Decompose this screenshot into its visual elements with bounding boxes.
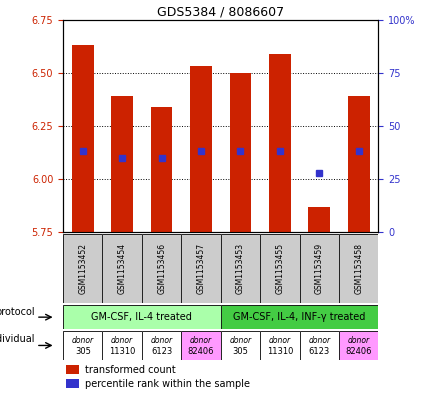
Text: donor: donor [190, 336, 212, 345]
Text: donor: donor [229, 336, 251, 345]
Text: donor: donor [308, 336, 329, 345]
Text: 82406: 82406 [345, 347, 371, 356]
Text: 305: 305 [232, 347, 248, 356]
Text: GSM1153452: GSM1153452 [78, 243, 87, 294]
Text: 11310: 11310 [109, 347, 135, 356]
Text: protocol: protocol [0, 307, 35, 317]
Text: donor: donor [72, 336, 94, 345]
Text: 82406: 82406 [187, 347, 214, 356]
Bar [347, 96, 369, 232]
Bar [151, 107, 172, 232]
Text: GSM1153453: GSM1153453 [235, 243, 244, 294]
Text: GSM1153457: GSM1153457 [196, 243, 205, 294]
Bar [66, 379, 79, 388]
Text: donor: donor [268, 336, 290, 345]
Text: percentile rank within the sample: percentile rank within the sample [85, 379, 250, 389]
Text: GSM1153456: GSM1153456 [157, 243, 166, 294]
Text: GSM1153455: GSM1153455 [275, 243, 284, 294]
Title: GDS5384 / 8086607: GDS5384 / 8086607 [157, 6, 284, 18]
Bar [269, 54, 290, 232]
Text: 11310: 11310 [266, 347, 293, 356]
Text: donor: donor [347, 336, 369, 345]
Text: donor: donor [111, 336, 133, 345]
Bar [308, 207, 329, 232]
Bar [66, 365, 79, 374]
Bar [72, 45, 93, 232]
Text: 6123: 6123 [308, 347, 329, 356]
Text: GM-CSF, IL-4, INF-γ treated: GM-CSF, IL-4, INF-γ treated [233, 312, 365, 322]
Text: GSM1153459: GSM1153459 [314, 243, 323, 294]
Bar [229, 73, 251, 232]
Text: GSM1153454: GSM1153454 [118, 243, 126, 294]
Bar [111, 96, 133, 232]
Text: transformed count: transformed count [85, 365, 175, 375]
Text: individual: individual [0, 334, 35, 344]
Text: 305: 305 [75, 347, 91, 356]
Text: GSM1153458: GSM1153458 [353, 243, 362, 294]
Text: 6123: 6123 [151, 347, 172, 356]
Text: GM-CSF, IL-4 treated: GM-CSF, IL-4 treated [91, 312, 192, 322]
Bar [190, 66, 211, 232]
Text: donor: donor [150, 336, 172, 345]
